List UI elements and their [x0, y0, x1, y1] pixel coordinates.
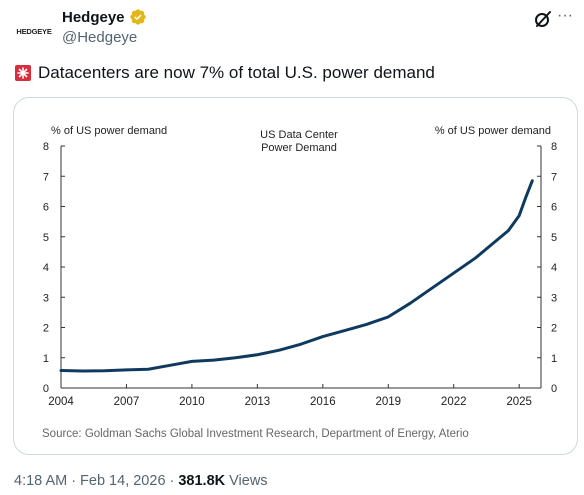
y-tick-label-right: 5 — [551, 232, 557, 244]
x-tick-label: 2019 — [375, 396, 401, 408]
series-line — [59, 179, 534, 373]
more-options-button[interactable]: ··· — [557, 7, 573, 24]
author-name-row: Hedgeye — [62, 8, 147, 26]
chart-title-line: US Data Center — [260, 129, 338, 141]
avatar[interactable]: HEDGEYE — [14, 11, 54, 51]
y-tick-label-right: 6 — [551, 202, 557, 214]
y-tick-label-right: 2 — [551, 323, 557, 335]
chart-title-line: Power Demand — [261, 142, 337, 154]
meta-separator: · — [169, 473, 175, 489]
y-axis-label-right: % of US power demand — [435, 125, 551, 137]
x-tick-label: 2013 — [245, 396, 271, 408]
y-tick-label-right: 3 — [551, 292, 557, 304]
y-tick-label-left: 0 — [43, 383, 49, 395]
chart-source: Source: Goldman Sachs Global Investment … — [42, 428, 469, 440]
x-tick-label: 2022 — [441, 396, 467, 408]
y-tick-label-left: 2 — [43, 323, 49, 335]
x-tick-label: 2016 — [310, 396, 336, 408]
y-tick-label-left: 5 — [43, 232, 49, 244]
x-tick-label: 2007 — [114, 396, 140, 408]
y-tick-label-right: 0 — [551, 383, 557, 395]
y-tick-label-left: 8 — [43, 141, 49, 153]
y-tick-label-left: 6 — [43, 202, 49, 214]
y-tick-label-left: 3 — [43, 292, 49, 304]
handle[interactable]: @Hedgeye — [62, 29, 138, 46]
tweet-meta: 4:18 AM · Feb 14, 2026 · 381.8K Views — [14, 473, 268, 489]
y-tick-label-right: 7 — [551, 171, 557, 183]
grok-icon[interactable] — [533, 9, 553, 29]
avatar-logo-text: HEDGEYE — [16, 26, 52, 36]
y-tick-label-left: 1 — [43, 353, 49, 365]
power-demand-chart: 0 0 1 1 2 2 3 3 4 4 5 5 6 6 7 7 8 8 2004 2007 2010 2013 2016 20… — [42, 125, 557, 440]
x-tick-label: 2004 — [48, 396, 74, 408]
tweet-time[interactable]: 4:18 AM — [14, 473, 68, 489]
siren-emoji-icon — [15, 65, 31, 81]
tweet-date[interactable]: Feb 14, 2026 — [80, 473, 166, 489]
tweet-body: Datacenters are now 7% of total U.S. pow… — [14, 63, 435, 83]
x-tick-label: 2010 — [179, 396, 205, 408]
tweet-text: Datacenters are now 7% of total U.S. pow… — [38, 63, 435, 82]
display-name[interactable]: Hedgeye — [62, 8, 125, 26]
y-tick-label-right: 8 — [551, 141, 557, 153]
y-axis-label-left: % of US power demand — [51, 125, 167, 137]
y-tick-label-left: 7 — [43, 171, 49, 183]
y-tick-label-right: 4 — [551, 262, 557, 274]
x-tick-label: 2025 — [506, 396, 532, 408]
views-label: Views — [229, 473, 268, 489]
views-count: 381.8K — [178, 473, 226, 489]
tweet-media-chart[interactable]: 0 0 1 1 2 2 3 3 4 4 5 5 6 6 7 7 8 8 2004 2007 2010 2013 2016 20… — [13, 97, 578, 455]
verified-badge-icon[interactable] — [129, 8, 147, 26]
y-tick-label-left: 4 — [43, 262, 49, 274]
meta-separator: · — [71, 473, 77, 489]
y-tick-label-right: 1 — [551, 353, 557, 365]
